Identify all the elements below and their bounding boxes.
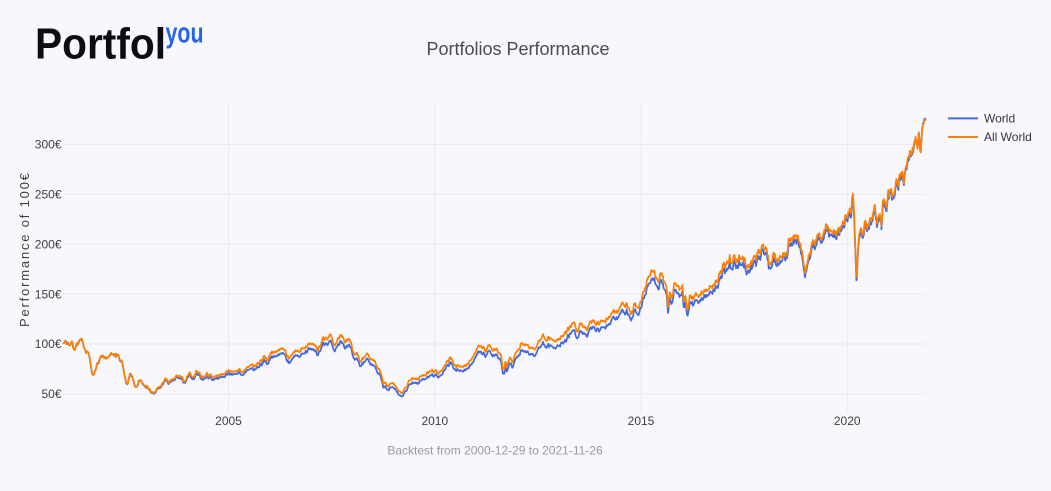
svg-text:2020: 2020: [834, 414, 861, 428]
svg-text:you: you: [166, 17, 204, 49]
svg-text:300€: 300€: [35, 138, 62, 152]
svg-text:100€: 100€: [35, 337, 62, 351]
svg-text:150€: 150€: [35, 287, 62, 301]
svg-text:2015: 2015: [628, 414, 655, 428]
svg-text:2010: 2010: [421, 414, 448, 428]
svg-text:250€: 250€: [35, 188, 62, 202]
svg-text:50€: 50€: [41, 387, 61, 401]
svg-text:Portfol: Portfol: [35, 20, 166, 69]
svg-text:Portfolios Performance: Portfolios Performance: [426, 39, 609, 59]
svg-text:All World: All World: [984, 130, 1032, 144]
svg-text:Backtest from 2000-12-29 to 20: Backtest from 2000-12-29 to 2021-11-26: [387, 444, 603, 458]
svg-text:World: World: [984, 112, 1015, 126]
svg-text:Performance of 100€: Performance of 100€: [17, 172, 32, 327]
svg-text:200€: 200€: [35, 237, 62, 251]
svg-text:2005: 2005: [215, 414, 242, 428]
